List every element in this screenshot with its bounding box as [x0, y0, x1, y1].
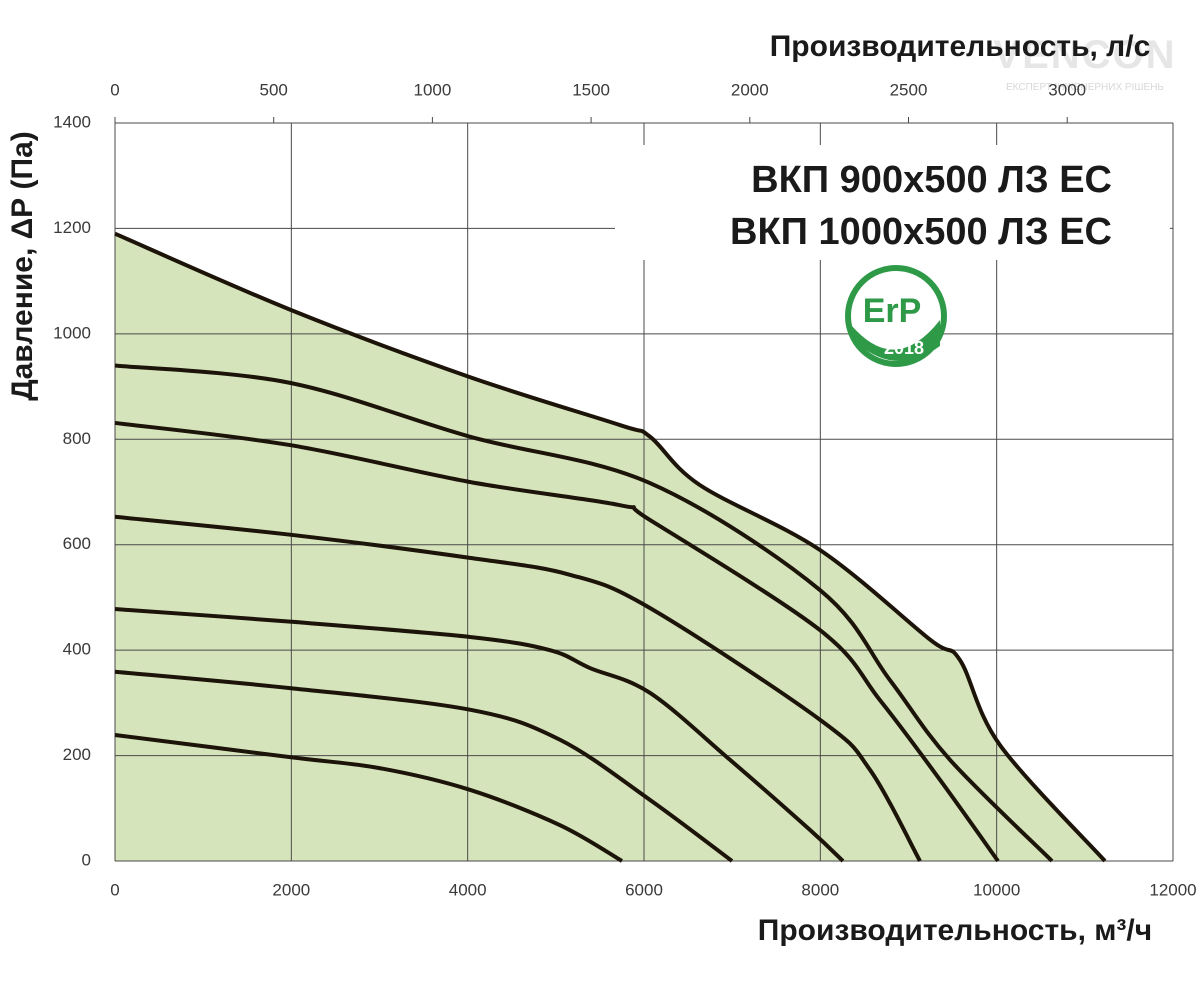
x-tick-label: 2000 [272, 880, 310, 899]
badge-year: 2018 [884, 338, 924, 358]
x2-tick-label: 2000 [731, 80, 769, 99]
y-tick-label: 1400 [53, 112, 91, 131]
title-backdrop [615, 145, 1170, 260]
x2-tick-label: 0 [110, 80, 119, 99]
x2-tick-label: 500 [260, 80, 288, 99]
x-tick-label: 4000 [449, 880, 487, 899]
x-tick-label: 10000 [973, 880, 1020, 899]
x2-tick-label: 2500 [890, 80, 928, 99]
curve [114, 514, 922, 862]
y-tick-label: 0 [82, 850, 91, 869]
curve [114, 363, 1054, 863]
area-fill [115, 233, 1105, 861]
x-tick-label: 8000 [801, 880, 839, 899]
y-tick-label: 600 [63, 534, 91, 553]
x2-tick-label: 1000 [413, 80, 451, 99]
badge-swoosh [852, 320, 940, 362]
curve [114, 607, 845, 863]
x2-axis-title: Производительность, л/с [770, 30, 1151, 63]
y-tick-label: 1000 [53, 323, 91, 342]
y-tick-label: 1200 [53, 218, 91, 237]
x-tick-label: 0 [110, 880, 119, 899]
chart-title: ВКП 900х500 ЛЗ ЕС [751, 159, 1112, 201]
y-tick-label: 200 [63, 745, 91, 764]
x-tick-label: 6000 [625, 880, 663, 899]
x2-tick-label: 3000 [1048, 80, 1086, 99]
curve [114, 669, 734, 863]
chart-title: ВКП 1000х500 ЛЗ ЕС [730, 211, 1112, 253]
x2-tick-label: 1500 [572, 80, 610, 99]
x-axis-title: Производительность, м³/ч [758, 914, 1152, 947]
erp-badge: ErP 2018 [845, 265, 947, 367]
badge-text: ErP [863, 292, 922, 330]
curve [114, 733, 623, 863]
x-tick-label: 12000 [1149, 880, 1196, 899]
y-axis-title: Давление, ΔР (Па) [6, 131, 39, 401]
watermark-brand: VENCON [993, 33, 1176, 77]
watermark-slogan: ЕКСПЕРТ ІНЖЕНЕРНИХ РІШЕНЬ [1006, 82, 1164, 93]
y-tick-label: 800 [63, 429, 91, 448]
curve [114, 231, 1107, 863]
y-tick-label: 400 [63, 640, 91, 659]
curve [114, 420, 1000, 863]
